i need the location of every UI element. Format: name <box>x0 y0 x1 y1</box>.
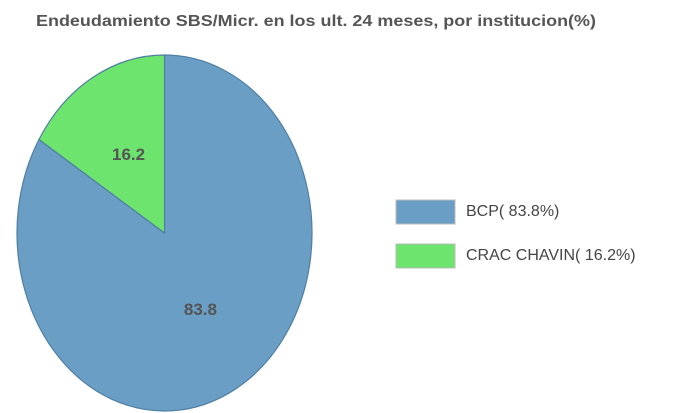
legend-label: BCP( 83.8%) <box>466 203 559 220</box>
legend-swatch <box>395 243 456 269</box>
pie-slice <box>16 54 313 412</box>
chart-title: Endeudamiento SBS/Micr. en los ult. 24 m… <box>36 13 596 30</box>
data-label: 83.8 <box>184 300 217 319</box>
pie-slice <box>38 54 166 235</box>
pie: 83.8 16.2 <box>16 54 313 412</box>
legend-swatch <box>395 199 456 225</box>
data-label: 16.2 <box>112 145 145 164</box>
legend: BCP( 83.8%) CRAC CHAVIN( 16.2%) <box>395 199 636 269</box>
legend-label: CRAC CHAVIN( 16.2%) <box>466 247 636 264</box>
